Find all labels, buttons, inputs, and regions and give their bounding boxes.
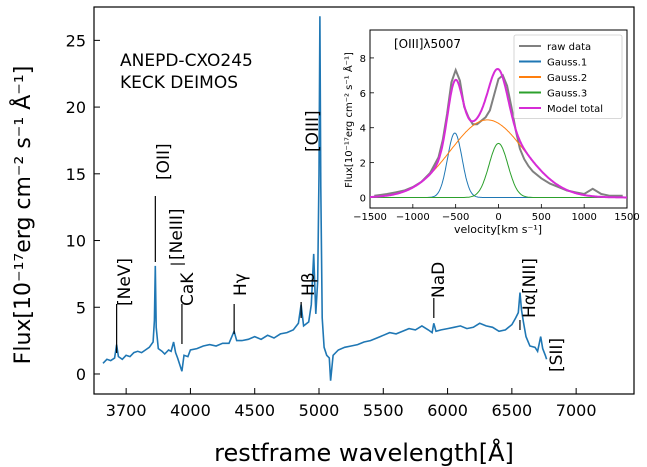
main-annotation-object: ANEPD-CXO245 bbox=[120, 51, 253, 71]
main-y-tick-label: 15 bbox=[66, 165, 86, 184]
line-marker-label: Hγ bbox=[231, 273, 251, 296]
line-marker-label: [NeIII] bbox=[167, 209, 187, 260]
inset-x-tick-label: −1500 bbox=[353, 212, 387, 223]
inset-y-axis-label: Flux[10⁻¹⁷erg cm⁻² s⁻¹ Å⁻¹] bbox=[342, 52, 355, 188]
main-annotation-instrument: KECK DEIMOS bbox=[120, 73, 238, 93]
inset-chart: −1500 −1000 −500 0 500 1000 1500 0 2 4 6 8 [OIII]λ… bbox=[342, 29, 640, 236]
inset-y-tick-label: 2 bbox=[360, 159, 366, 170]
inset-y-ticks: 0 2 4 6 8 bbox=[360, 54, 374, 205]
main-series-line bbox=[102, 16, 548, 381]
main-chart: 3700 4000 4500 5000 5500 6000 6500 7000 0510152… bbox=[9, 6, 635, 467]
main-x-tick-label: 7000 bbox=[556, 401, 597, 420]
inset-legend-label: raw data bbox=[547, 42, 591, 53]
inset-series-gauss-3 bbox=[370, 142, 627, 198]
inset-legend-box bbox=[513, 34, 623, 119]
main-plot-frame bbox=[93, 6, 635, 395]
main-x-tick-label: 4000 bbox=[170, 401, 211, 420]
line-marker-label: Hβ bbox=[299, 272, 319, 296]
line-marker-label: Hα[NII] bbox=[520, 258, 540, 318]
line-marker-label: [NeV] bbox=[115, 258, 135, 306]
inset-x-tick-label: 0 bbox=[495, 212, 501, 223]
main-x-tick-label: 6000 bbox=[427, 401, 468, 420]
main-y-tick-label: 20 bbox=[66, 98, 86, 117]
main-x-tick-label: 3700 bbox=[106, 401, 147, 420]
line-marker-label: [OII] bbox=[154, 143, 174, 180]
inset-series-model-total bbox=[370, 67, 627, 199]
line-marker-label: NaD bbox=[429, 262, 449, 298]
inset-series-lines bbox=[370, 67, 627, 199]
inset-x-axis-label: velocity[km s⁻¹] bbox=[454, 223, 542, 236]
main-x-tick-label: 4500 bbox=[234, 401, 275, 420]
inset-x-tick-label: 500 bbox=[532, 212, 551, 223]
inset-y-tick-label: 6 bbox=[360, 89, 366, 100]
inset-x-ticks: −1500 −1000 −500 0 500 1000 1500 bbox=[353, 204, 640, 223]
main-y-axis-label: Flux[10⁻¹⁷erg cm⁻² s⁻¹ Å⁻¹] bbox=[9, 66, 36, 365]
inset-legend-label: Gauss.2 bbox=[547, 73, 587, 84]
line-marker-label: [OIII] bbox=[303, 110, 323, 152]
main-x-tick-label: 6500 bbox=[491, 401, 532, 420]
inset-y-tick-label: 8 bbox=[360, 54, 366, 65]
inset-y-tick-label: 0 bbox=[360, 194, 366, 205]
main-x-tick-label: 5000 bbox=[299, 401, 340, 420]
main-y-tick-label: 0 bbox=[76, 365, 86, 384]
inset-x-tick-label: −500 bbox=[442, 212, 469, 223]
main-y-tick-label: 5 bbox=[76, 298, 86, 317]
inset-legend: raw data Gauss.1 Gauss.2 Gauss.3 Model total bbox=[513, 34, 623, 119]
main-y-tick-label: 10 bbox=[66, 232, 86, 251]
inset-x-tick-label: −1000 bbox=[396, 212, 430, 223]
inset-x-tick-label: 1500 bbox=[614, 212, 639, 223]
main-x-tick-label: 5500 bbox=[363, 401, 404, 420]
main-line-markers: [NeV] [OII] CaK [NeIII] Hγ Hβ [OIII] NaD Hα[NII]… bbox=[115, 110, 567, 372]
inset-legend-label: Gauss.3 bbox=[547, 89, 587, 100]
line-marker-label: [SII] bbox=[547, 338, 567, 372]
main-x-axis-label: restframe wavelength[Å] bbox=[214, 438, 514, 467]
line-marker-label: CaK bbox=[178, 272, 198, 306]
main-x-ticks: 3700 4000 4500 5000 5500 6000 6500 7000 bbox=[106, 388, 597, 420]
main-y-ticks: 0 5 10 15 20 25 bbox=[66, 31, 100, 384]
inset-legend-label: Gauss.1 bbox=[547, 58, 587, 69]
inset-y-tick-label: 4 bbox=[360, 124, 366, 135]
main-y-tick-label: 25 bbox=[66, 31, 86, 50]
inset-x-tick-label: 1000 bbox=[571, 212, 596, 223]
inset-legend-label: Model total bbox=[547, 104, 603, 115]
inset-title: [OIII]λ5007 bbox=[394, 37, 461, 51]
